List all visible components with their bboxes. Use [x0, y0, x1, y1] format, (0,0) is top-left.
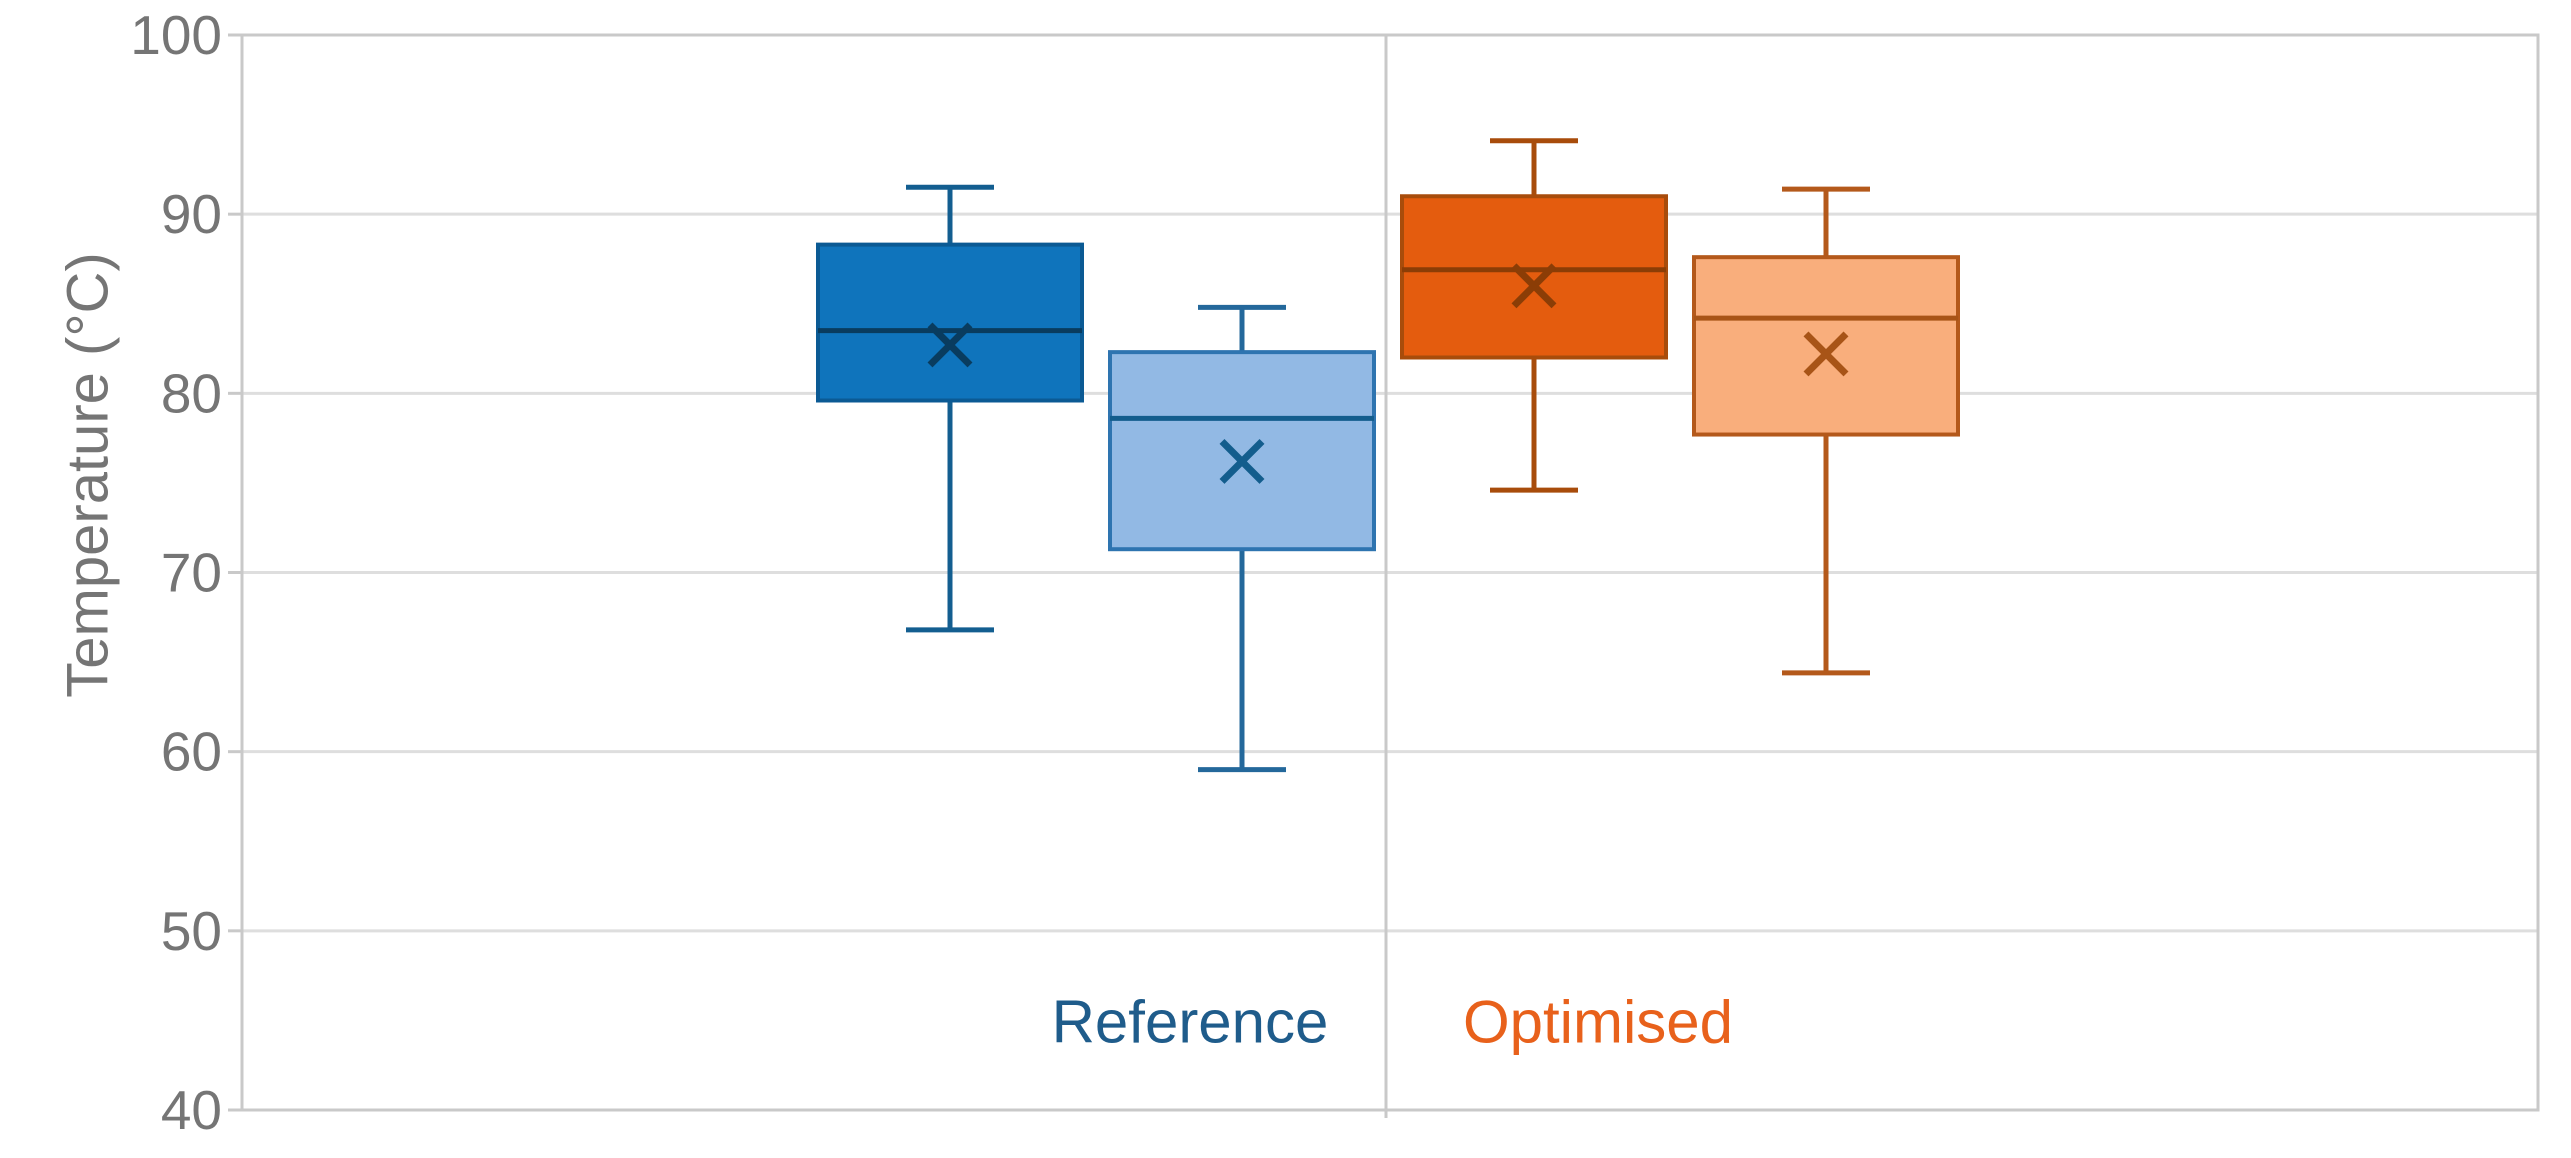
iqr-box-reference-dark-blue	[816, 242, 1084, 403]
iqr-box-optimised-light-orange	[1692, 255, 1960, 437]
y-tick-label-70: 70	[161, 542, 222, 604]
mean-x-marker-reference-light-blue	[1219, 438, 1265, 484]
y-tick-label-80: 80	[161, 362, 222, 424]
y-tick-label-50: 50	[161, 900, 222, 962]
box-reference-dark-blue	[816, 184, 1084, 633]
box-optimised-light-orange	[1692, 186, 1960, 676]
iqr-box-reference-light-blue	[1108, 350, 1376, 552]
y-tick-label-60: 60	[161, 721, 222, 783]
mean-x-marker-optimised-dark-orange	[1511, 263, 1557, 309]
y-tick-label-40: 40	[161, 1079, 222, 1141]
plot-border	[240, 33, 2540, 1112]
iqr-box-optimised-dark-orange	[1400, 194, 1668, 360]
box-optimised-dark-orange	[1400, 138, 1668, 493]
mean-x-marker-optimised-light-orange	[1803, 331, 1849, 377]
category-label-reference: Reference	[1051, 988, 1329, 1056]
y-axis-title: Temperature (°C)	[55, 252, 121, 698]
box-reference-light-blue	[1108, 304, 1376, 773]
mean-x-marker-reference-dark-blue	[927, 322, 973, 368]
category-label-optimised: Optimised	[1462, 988, 1734, 1056]
y-tick-label-90: 90	[161, 183, 222, 245]
y-tick-label-100: 100	[130, 4, 222, 66]
